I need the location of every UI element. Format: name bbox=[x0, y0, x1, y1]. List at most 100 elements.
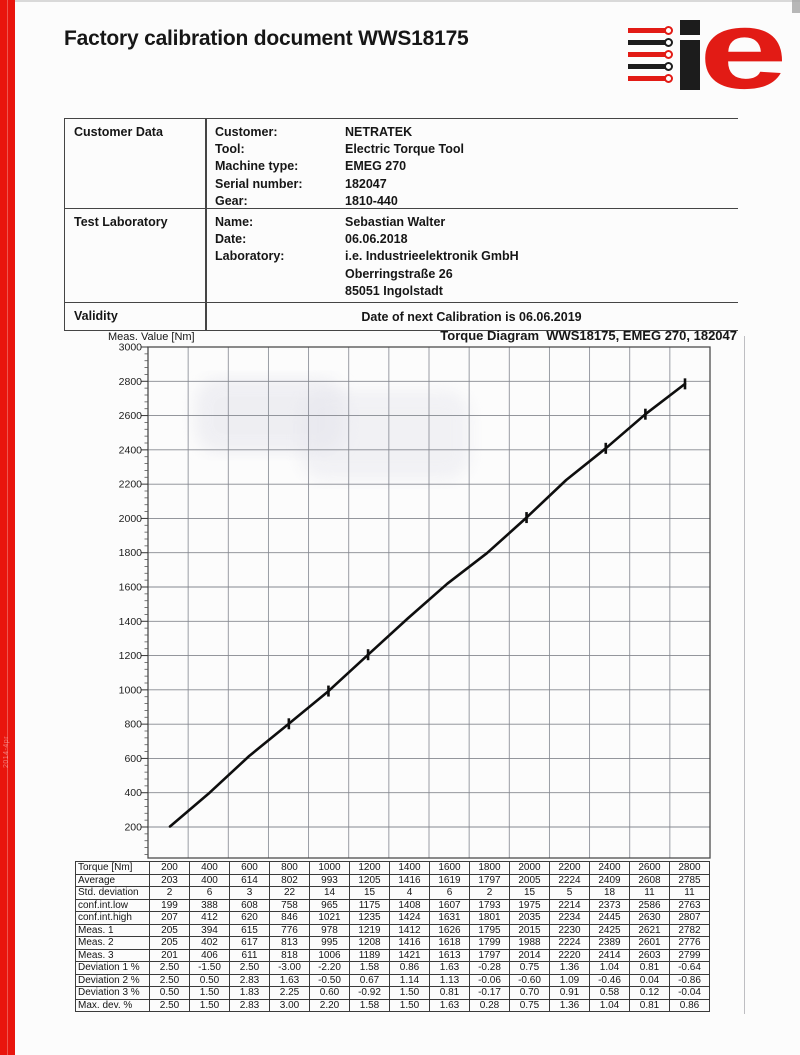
info-row: Laboratory: i.e. Industrieelektronik GmbH bbox=[215, 248, 738, 265]
info-row-label: Machine type: bbox=[215, 159, 299, 174]
logo-bar bbox=[628, 26, 673, 35]
table-cell: 2224 bbox=[549, 873, 590, 887]
customer-data-rows: Customer: NETRATEK Tool: Electric Torque To… bbox=[215, 124, 738, 210]
table-cell: 2630 bbox=[629, 911, 670, 925]
table-cell: 1801 bbox=[469, 911, 510, 925]
table-cell: 1.09 bbox=[549, 973, 590, 987]
table-row-label: conf.int.high bbox=[75, 911, 150, 925]
table-cell: 1.50 bbox=[189, 998, 230, 1012]
table-cell: 620 bbox=[229, 911, 270, 925]
table-cell: 1797 bbox=[469, 948, 510, 962]
table-row-label: Deviation 1 % bbox=[75, 961, 150, 975]
logo-bar bbox=[628, 50, 673, 59]
info-row: Machine type: EMEG 270 bbox=[215, 158, 738, 175]
table-cell: 978 bbox=[309, 923, 350, 937]
logo-letter-i bbox=[680, 18, 700, 90]
table-cell: 0.70 bbox=[509, 986, 550, 1000]
table-cell: 1797 bbox=[469, 873, 510, 887]
info-row-label bbox=[215, 283, 345, 300]
table-cell: 1793 bbox=[469, 898, 510, 912]
table-cell: 15 bbox=[349, 886, 390, 900]
table-cell: 199 bbox=[149, 898, 190, 912]
table-row: conf.int.high 207 412 620 846 1021 1235 1424 163… bbox=[75, 911, 710, 925]
table-cell: 11 bbox=[629, 886, 670, 900]
table-row: Average 203 400 614 802 993 1205 1416 1619 1797 20… bbox=[75, 873, 710, 887]
chart-title: Torque Diagram WWS18175, EMEG 270, 18204… bbox=[440, 328, 737, 343]
table-cell: -1.50 bbox=[189, 961, 230, 975]
data-point-markers bbox=[287, 378, 687, 730]
logo-i-stem bbox=[680, 40, 700, 90]
table-cell: 0.28 bbox=[469, 998, 510, 1012]
test-laboratory-section: Test Laboratory Name: Sebastian Walter Dat… bbox=[65, 208, 738, 302]
table-cell: 2230 bbox=[549, 923, 590, 937]
y-tick-label: 1400 bbox=[119, 616, 143, 628]
table-cell: 1.58 bbox=[349, 998, 390, 1012]
table-cell: 1175 bbox=[349, 898, 390, 912]
table-cell: 2.25 bbox=[269, 986, 310, 1000]
y-tick-label: 200 bbox=[124, 822, 142, 834]
table-row: Deviation 1 % 2.50 -1.50 2.50 -3.00 -2.20 1.58… bbox=[75, 961, 710, 975]
table-cell: 22 bbox=[269, 886, 310, 900]
table-cell: 2035 bbox=[509, 911, 550, 925]
y-tick-label: 2200 bbox=[119, 479, 143, 491]
table-cell: 2.83 bbox=[229, 998, 270, 1012]
table-cell: 600 bbox=[229, 861, 270, 875]
info-row: 85051 Ingolstadt bbox=[215, 283, 738, 300]
table-cell: 1607 bbox=[429, 898, 470, 912]
logo-bar-ring bbox=[664, 50, 673, 59]
table-cell: 0.75 bbox=[509, 998, 550, 1012]
info-row-value: 1810-440 bbox=[345, 193, 398, 208]
table-cell: 1800 bbox=[469, 861, 510, 875]
table-row: Meas. 3 201 406 611 818 1006 1189 1421 1613 1797 2… bbox=[75, 948, 710, 962]
table-row: Deviation 2 % 2.50 0.50 2.83 1.63 -0.50 0.67 1.… bbox=[75, 973, 710, 987]
table-cell: 412 bbox=[189, 911, 230, 925]
table-cell: 2.50 bbox=[149, 961, 190, 975]
table-cell: 995 bbox=[309, 936, 350, 950]
chart-y-axis: 200 400 600 800 1000 1200 1400 1600 1800 2000 2200… bbox=[119, 342, 148, 855]
table-cell: 1618 bbox=[429, 936, 470, 950]
table-cell: -0.50 bbox=[309, 973, 350, 987]
test-laboratory-rows: Name: Sebastian Walter Date: 06.06.2018 Labo… bbox=[215, 214, 738, 300]
y-tick-label: 800 bbox=[124, 719, 142, 731]
table-cell: 0.50 bbox=[149, 986, 190, 1000]
table-cell: 0.86 bbox=[389, 961, 430, 975]
table-cell: 1421 bbox=[389, 948, 430, 962]
table-cell: 11 bbox=[669, 886, 710, 900]
table-row-label: Std. deviation bbox=[75, 886, 150, 900]
table-cell: 2.20 bbox=[309, 998, 350, 1012]
table-cell: 2414 bbox=[589, 948, 630, 962]
table-cell: 2586 bbox=[629, 898, 670, 912]
table-cell: 1416 bbox=[389, 936, 430, 950]
table-cell: 2200 bbox=[549, 861, 590, 875]
table-cell: 1631 bbox=[429, 911, 470, 925]
section-divider bbox=[205, 209, 207, 302]
info-row: Serial number: 182047 bbox=[215, 176, 738, 193]
table-cell: 2015 bbox=[509, 923, 550, 937]
table-row-label: Meas. 1 bbox=[75, 923, 150, 937]
y-tick-label: 1200 bbox=[119, 650, 143, 662]
table-cell: 205 bbox=[149, 936, 190, 950]
table-cell: 0.04 bbox=[629, 973, 670, 987]
info-row-value: EMEG 270 bbox=[345, 159, 407, 174]
table-cell: -0.17 bbox=[469, 986, 510, 1000]
table-cell: 2.83 bbox=[229, 973, 270, 987]
table-cell: 1219 bbox=[349, 923, 390, 937]
info-row-label: Laboratory: bbox=[215, 249, 285, 264]
table-cell: -0.60 bbox=[509, 973, 550, 987]
table-cell: -0.64 bbox=[669, 961, 710, 975]
y-tick-label: 1000 bbox=[119, 684, 143, 696]
table-cell: 6 bbox=[189, 886, 230, 900]
table-cell: 617 bbox=[229, 936, 270, 950]
table-row-label: Torque [Nm] bbox=[75, 861, 150, 875]
table-cell: 201 bbox=[149, 948, 190, 962]
table-cell: 0.81 bbox=[429, 986, 470, 1000]
validity-heading: Validity bbox=[74, 309, 118, 323]
table-cell: 1.50 bbox=[189, 986, 230, 1000]
logo-letter-e: e bbox=[699, 0, 788, 112]
table-row-label: Meas. 2 bbox=[75, 936, 150, 950]
table-cell: 1.14 bbox=[389, 973, 430, 987]
table-cell: 2400 bbox=[589, 861, 630, 875]
table-cell: 1619 bbox=[429, 873, 470, 887]
table-cell: 2807 bbox=[669, 911, 710, 925]
table-cell: 614 bbox=[229, 873, 270, 887]
